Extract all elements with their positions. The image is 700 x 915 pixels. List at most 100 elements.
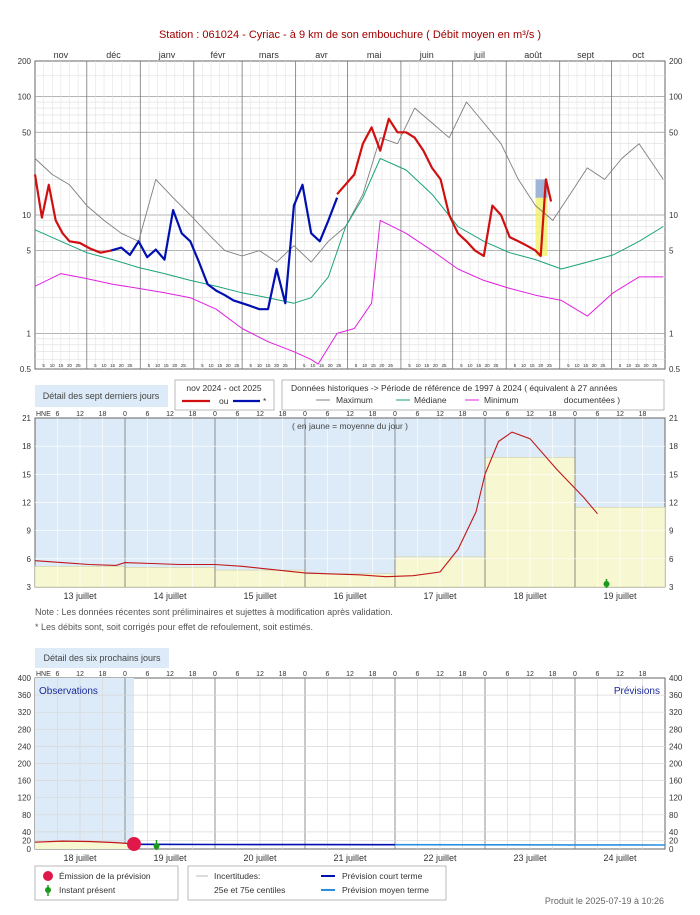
y-tick-label-left: 240: [18, 742, 32, 751]
y-tick-label-left: 120: [18, 794, 32, 803]
hour-label: 12: [436, 671, 444, 678]
hour-label: 12: [256, 411, 264, 418]
y-tick-label-right: 21: [669, 414, 678, 423]
hour-label: 18: [639, 411, 647, 418]
present-marker: [604, 581, 610, 587]
day-tick-label: 15: [476, 363, 482, 368]
hour-label: 18: [99, 671, 107, 678]
day-tick-label: 10: [521, 363, 527, 368]
y-tick-label-left: 200: [18, 57, 32, 66]
day-tick-label: 20: [67, 363, 73, 368]
hour-label: 12: [166, 671, 174, 678]
y-tick-label-left: 0: [27, 845, 32, 854]
day-tick-label: 15: [635, 363, 641, 368]
day-tick-label: 10: [257, 363, 263, 368]
day-tick-label: 25: [234, 363, 240, 368]
hour-label: 6: [416, 411, 420, 418]
hour-label: 18: [189, 671, 197, 678]
period-label: nov 2024 - oct 2025: [186, 383, 261, 393]
hne-label: HNE: [36, 671, 51, 678]
hour-label: 18: [549, 411, 557, 418]
legend-uncertainty-label-2: 25e et 75e centiles: [214, 885, 285, 895]
y-tick-label-left: 320: [18, 708, 32, 717]
day-tick-label: 10: [467, 363, 473, 368]
day-tick-label: 20: [226, 363, 232, 368]
legend-present-swatch: [45, 887, 51, 893]
historical-label: Données historiques -> Période de référe…: [291, 383, 617, 393]
y-tick-label-left: 0.5: [20, 365, 32, 374]
day-label: 18 juillet: [513, 591, 547, 601]
hour-label: 12: [526, 671, 534, 678]
day-tick-label: 25: [336, 363, 342, 368]
hour-label: 6: [236, 411, 240, 418]
day-tick-label: 20: [644, 363, 650, 368]
day-tick-label: 25: [181, 363, 187, 368]
y-tick-label-left: 9: [27, 527, 32, 536]
day-tick-label: 20: [379, 363, 385, 368]
hour-label: 6: [146, 411, 150, 418]
y-tick-label-left: 160: [18, 777, 32, 786]
day-label: 21 juillet: [333, 853, 367, 863]
y-tick-label-right: 1: [669, 329, 674, 338]
hour-label: 6: [236, 671, 240, 678]
hour-label: 18: [189, 411, 197, 418]
note-corrected: * Les débits sont, soit corrigés pour ef…: [35, 622, 313, 632]
y-tick-label-right: 12: [669, 499, 678, 508]
day-tick-label: 10: [416, 363, 422, 368]
y-tick-label-right: 160: [669, 777, 683, 786]
hour-label: 0: [123, 671, 127, 678]
hour-label: 0: [393, 671, 397, 678]
y-tick-label-left: 15: [22, 470, 31, 479]
hour-label: 0: [573, 671, 577, 678]
month-label: mars: [259, 50, 279, 60]
day-tick-label: 10: [574, 363, 580, 368]
y-tick-label-right: 6: [669, 555, 674, 564]
hour-label: 12: [166, 411, 174, 418]
month-label: juil: [473, 50, 485, 60]
month-label: janv: [158, 50, 176, 60]
hour-label: 12: [436, 411, 444, 418]
y-tick-label-right: 10: [669, 211, 678, 220]
hour-label: 0: [483, 671, 487, 678]
day-tick-label: 20: [328, 363, 334, 368]
hour-label: 6: [506, 671, 510, 678]
month-label: nov: [54, 50, 69, 60]
day-tick-label: 15: [530, 363, 536, 368]
y-tick-label-left: 200: [18, 760, 32, 769]
day-tick-label: 10: [102, 363, 108, 368]
y-tick-label-left: 12: [22, 499, 31, 508]
hour-label: 12: [346, 671, 354, 678]
present-marker: [154, 843, 160, 849]
day-tick-label: 15: [164, 363, 170, 368]
day-tick-label: 10: [209, 363, 215, 368]
day-label: 24 juillet: [603, 853, 637, 863]
seven-day-title: Détail des sept derniers jours: [43, 391, 160, 401]
day-tick-label: 20: [274, 363, 280, 368]
hour-label: 0: [303, 411, 307, 418]
y-tick-label-left: 6: [27, 555, 32, 564]
y-tick-label-right: 15: [669, 470, 678, 479]
y-tick-label-left: 100: [18, 93, 32, 102]
y-tick-label-right: 0.5: [669, 365, 681, 374]
mean-note: ( en jaune = moyenne du jour ): [292, 421, 408, 431]
day-tick-label: 10: [362, 363, 368, 368]
month-label: oct: [632, 50, 645, 60]
legend-emission-label: Émission de la prévision: [59, 871, 151, 881]
hour-label: 18: [459, 671, 467, 678]
hour-label: 6: [416, 671, 420, 678]
y-tick-label-right: 3: [669, 583, 674, 592]
hour-label: 0: [303, 671, 307, 678]
forecast-title: Détail des six prochains jours: [43, 653, 161, 663]
hour-label: 6: [56, 671, 60, 678]
day-label: 17 juillet: [423, 591, 457, 601]
y-tick-label-right: 280: [669, 725, 683, 734]
hour-label: 0: [393, 411, 397, 418]
day-tick-label: 25: [493, 363, 499, 368]
hour-label: 6: [596, 671, 600, 678]
y-tick-label-left: 10: [22, 211, 31, 220]
day-tick-label: 20: [485, 363, 491, 368]
day-tick-label: 15: [266, 363, 272, 368]
day-label: 19 juillet: [153, 853, 187, 863]
day-label: 22 juillet: [423, 853, 457, 863]
